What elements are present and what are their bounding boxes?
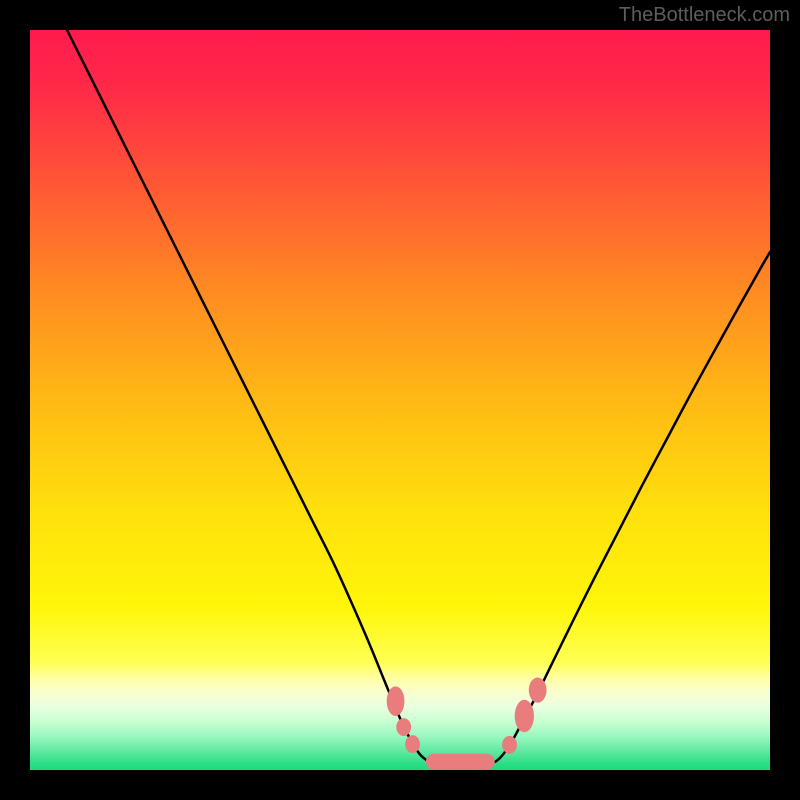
gradient-background: [30, 30, 770, 770]
curve-marker: [515, 700, 534, 733]
curve-marker: [396, 718, 411, 736]
plot-area: [30, 30, 770, 770]
curve-marker: [387, 686, 405, 716]
curve-marker: [529, 678, 547, 703]
valley-bar: [426, 754, 495, 770]
chart-frame: TheBottleneck.com: [0, 0, 800, 800]
curve-marker: [502, 736, 517, 754]
watermark-text: TheBottleneck.com: [619, 4, 790, 27]
plot-svg: [30, 30, 770, 770]
curve-marker: [405, 735, 420, 753]
